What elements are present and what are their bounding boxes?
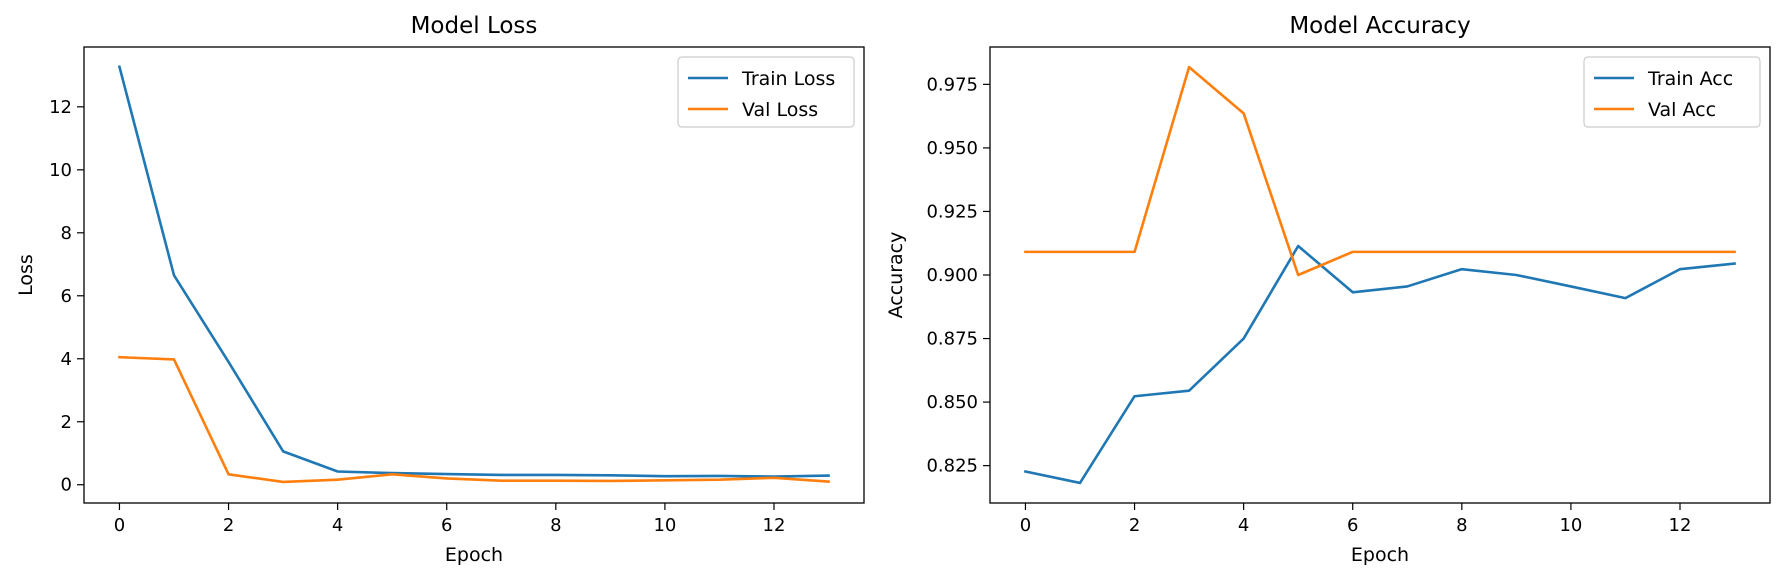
series-line-train-acc	[1023, 244, 1736, 485]
chart-panel-0: Model Loss 0 2 4 6 8 10 12 0 2 4 6 8 10 12 Epoch Loss Tra…	[15, 13, 865, 566]
y-tick-label: 0.850	[926, 392, 978, 413]
x-tick-label: 12	[1669, 515, 1692, 536]
y-tick-label: 0.875	[926, 329, 978, 350]
y-tick-label: 0.950	[926, 138, 978, 159]
legend: Train Loss Val Loss	[677, 56, 855, 128]
y-tick-label: 4	[61, 349, 72, 370]
x-tick-label: 8	[1456, 515, 1467, 536]
x-tick-label: 8	[550, 515, 561, 536]
plot-frame	[83, 46, 865, 504]
series-line-val-loss	[118, 355, 830, 484]
legend-entry-label: Val Acc	[1648, 99, 1716, 121]
chart-title: Model Accuracy	[1289, 13, 1470, 39]
x-tick-label: 6	[441, 515, 452, 536]
legend-entry-label: Train Acc	[1647, 68, 1733, 90]
y-tick-label: 6	[61, 286, 72, 307]
x-tick-label: 4	[332, 515, 343, 536]
x-tick-label: 6	[1347, 515, 1358, 536]
y-axis-label: Accuracy	[885, 232, 907, 319]
x-axis-label: Epoch	[445, 544, 503, 566]
chart-panel-1: Model Accuracy 0 2 4 6 8 10 12 0.825 0.850 0.875 0.…	[885, 13, 1771, 566]
y-tick-label: 2	[61, 412, 72, 433]
y-tick-label: 0.925	[926, 201, 978, 222]
x-axis-label: Epoch	[1351, 544, 1409, 566]
y-tick-label: 12	[49, 97, 72, 118]
y-tick-label: 8	[61, 223, 72, 244]
legend: Train Acc Val Acc	[1583, 56, 1761, 128]
x-tick-label: 10	[653, 515, 676, 536]
x-tick-label: 2	[223, 515, 234, 536]
legend-entry-label: Val Loss	[742, 99, 818, 121]
x-tick-label: 12	[763, 515, 786, 536]
series-line-val-acc	[1024, 65, 1736, 277]
x-tick-label: 4	[1238, 515, 1249, 536]
legend-entry-label: Train Loss	[741, 68, 835, 90]
y-tick-label: 10	[49, 160, 72, 181]
y-tick-label: 0.825	[926, 456, 978, 477]
chart-title: Model Loss	[411, 13, 538, 39]
x-tick-label: 0	[1020, 515, 1031, 536]
y-tick-label: 0.900	[926, 265, 978, 286]
x-tick-label: 2	[1129, 515, 1140, 536]
y-tick-label: 0	[61, 475, 72, 496]
y-tick-label: 0.975	[926, 74, 978, 95]
y-axis-label: Loss	[15, 254, 37, 296]
x-tick-label: 0	[114, 515, 125, 536]
x-tick-label: 10	[1559, 515, 1582, 536]
series-line-train-loss	[117, 65, 830, 478]
plot-frame	[989, 46, 1771, 504]
